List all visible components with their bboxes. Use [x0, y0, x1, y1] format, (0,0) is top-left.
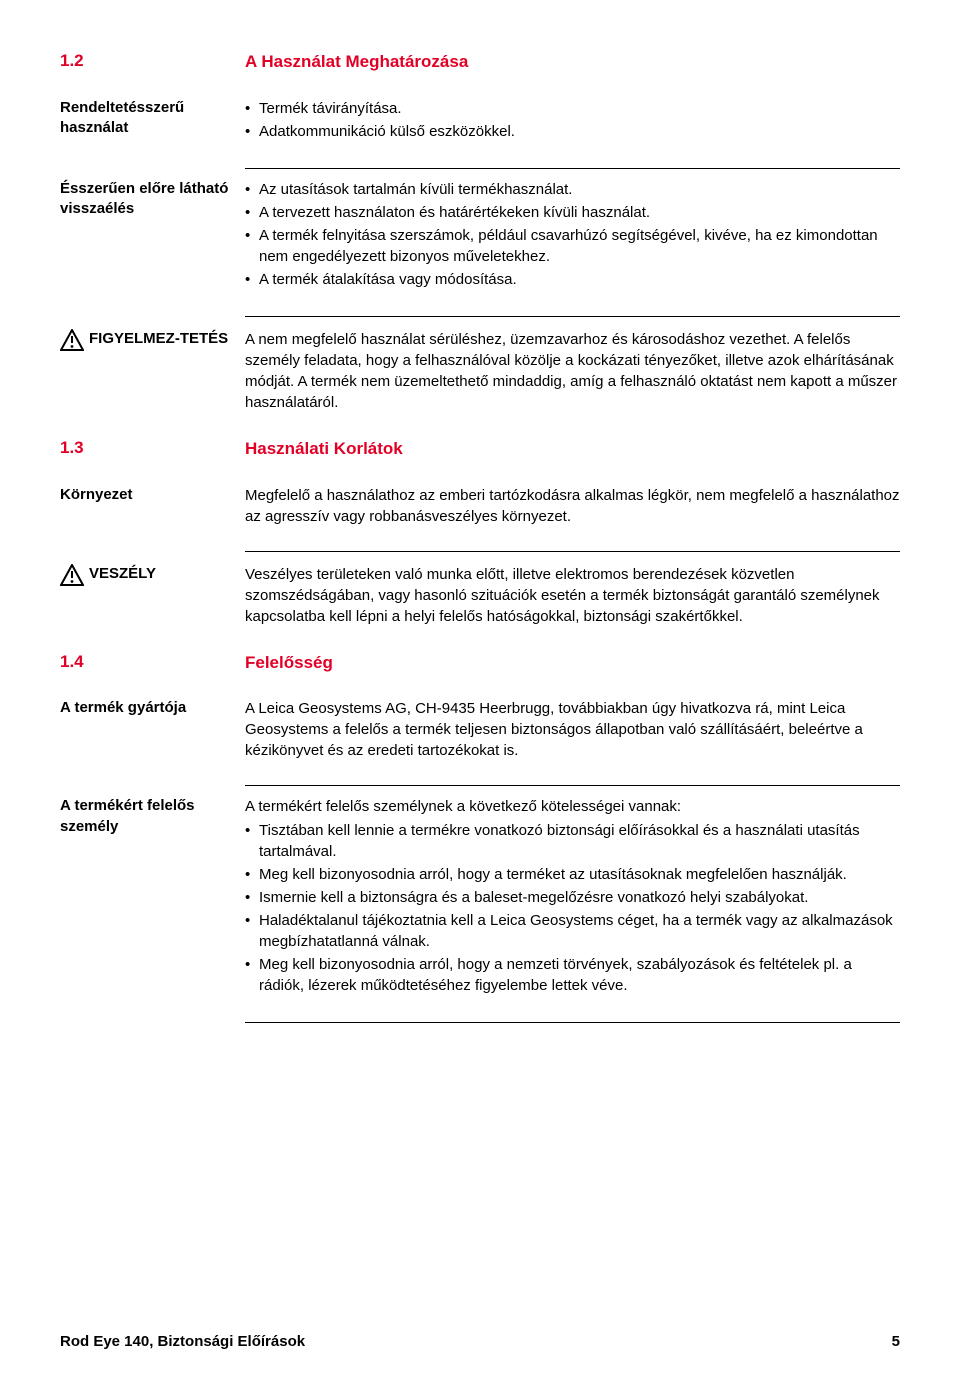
section-1-4-header: 1.4 Felelősség	[60, 651, 900, 675]
warning-icon	[60, 564, 84, 592]
warning-text-label: FIGYELMEZ-TETÉS	[89, 329, 228, 349]
page-footer: Rod Eye 140, Biztonsági Előírások 5	[60, 1333, 900, 1350]
divider	[245, 1022, 900, 1023]
footer-page-number: 5	[892, 1333, 900, 1350]
list-item: Termék távirányítása.	[245, 98, 900, 119]
label-responsible: A termékért felelős személy	[60, 796, 245, 998]
manufacturer-text: A Leica Geosystems AG, CH-9435 Heerbrugg…	[245, 698, 900, 761]
list-item: Az utasítások tartalmán kívüli termékhas…	[245, 179, 900, 200]
responsible-person-block: A termékért felelős személy A termékért …	[60, 796, 900, 998]
list-item: Tisztában kell lennie a termékre vonatko…	[245, 820, 900, 862]
responsible-list: Tisztában kell lennie a termékre vonatko…	[245, 820, 900, 996]
footer-left: Rod Eye 140, Biztonsági Előírások	[60, 1333, 305, 1350]
warning-text-label: VESZÉLY	[89, 564, 156, 584]
section-title: Felelősség	[245, 653, 333, 672]
list-item: Haladéktalanul tájékoztatnia kell a Leic…	[245, 910, 900, 952]
section-1-2-header: 1.2 A Használat Meghatározása	[60, 50, 900, 74]
divider	[245, 316, 900, 317]
divider	[245, 785, 900, 786]
responsible-intro: A termékért felelős személynek a követke…	[245, 796, 900, 817]
warning-label: VESZÉLY	[60, 564, 245, 592]
list-item: Adatkommunikáció külső eszközökkel.	[245, 121, 900, 142]
warning-danger-block: VESZÉLY Veszélyes területeken való munka…	[60, 564, 900, 627]
warning-body: Veszélyes területeken való munka előtt, …	[245, 564, 900, 627]
warning-body: A nem megfelelő használat sérüléshez, üz…	[245, 329, 900, 413]
section-title: Használati Korlátok	[245, 439, 403, 458]
warning-label: FIGYELMEZ-TETÉS	[60, 329, 245, 357]
list-item: Meg kell bizonyosodnia arról, hogy a ter…	[245, 864, 900, 885]
list-item: A termék felnyitása szerszámok, például …	[245, 225, 900, 267]
environment-block: Környezet Megfelelő a használathoz az em…	[60, 485, 900, 527]
divider	[245, 551, 900, 552]
list-item: A tervezett használaton és határértékeke…	[245, 202, 900, 223]
section-title: A Használat Meghatározása	[245, 52, 468, 71]
misuse-block: Ésszerűen előre látható visszaélés Az ut…	[60, 179, 900, 292]
warning-attention-block: FIGYELMEZ-TETÉS A nem megfelelő használa…	[60, 329, 900, 413]
misuse-list: Az utasítások tartalmán kívüli termékhas…	[245, 179, 900, 290]
section-num: 1.2	[60, 51, 84, 70]
manufacturer-block: A termék gyártója A Leica Geosystems AG,…	[60, 698, 900, 761]
section-1-3-header: 1.3 Használati Korlátok	[60, 437, 900, 461]
warning-icon	[60, 329, 84, 357]
section-num: 1.4	[60, 652, 84, 671]
label-manufacturer: A termék gyártója	[60, 698, 245, 761]
label-intended-use: Rendeltetésszerű használat	[60, 98, 245, 144]
section-num: 1.3	[60, 438, 84, 457]
label-environment: Környezet	[60, 485, 245, 527]
list-item: Meg kell bizonyosodnia arról, hogy a nem…	[245, 954, 900, 996]
environment-text: Megfelelő a használathoz az emberi tartó…	[245, 485, 900, 527]
divider	[245, 168, 900, 169]
list-item: A termék átalakítása vagy módosítása.	[245, 269, 900, 290]
label-misuse: Ésszerűen előre látható visszaélés	[60, 179, 245, 292]
intended-use-list: Termék távirányítása. Adatkommunikáció k…	[245, 98, 900, 142]
intended-use-block: Rendeltetésszerű használat Termék távirá…	[60, 98, 900, 144]
list-item: Ismernie kell a biztonságra és a baleset…	[245, 887, 900, 908]
